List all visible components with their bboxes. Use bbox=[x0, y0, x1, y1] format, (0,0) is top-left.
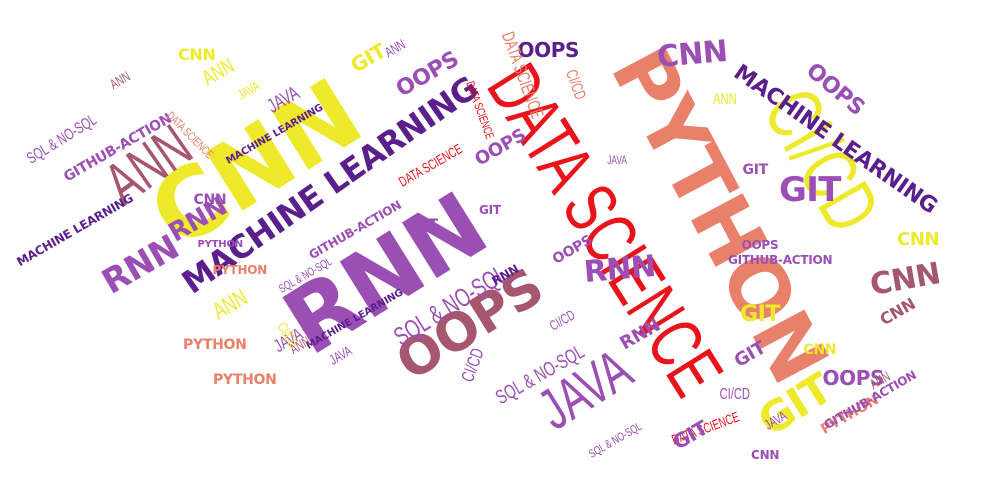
word-48: OOPS bbox=[822, 366, 885, 390]
word-49: PYTHON bbox=[183, 337, 247, 353]
word-13: CNN bbox=[655, 33, 729, 76]
word-78: CNN bbox=[193, 192, 227, 208]
word-18: RNN bbox=[582, 248, 657, 291]
word-39: ANN bbox=[106, 67, 133, 93]
word-77: GIT bbox=[479, 203, 501, 217]
word-47: GIT bbox=[740, 302, 780, 327]
word-52: SQL & NO-SQL bbox=[586, 419, 645, 461]
word-59: CNN bbox=[751, 448, 780, 462]
word-46: GIT bbox=[412, 217, 439, 233]
word-69: CNN bbox=[803, 342, 837, 358]
word-12: GIT bbox=[779, 170, 841, 210]
word-60: OOPS bbox=[741, 238, 779, 252]
word-65: CI/CD bbox=[546, 306, 578, 334]
word-26: PYTHON bbox=[212, 263, 268, 277]
word-70: GIT bbox=[742, 162, 769, 178]
word-20: ANN bbox=[207, 284, 252, 326]
word-57: GITHUB-ACTION bbox=[728, 253, 833, 267]
word-27: PYTHON bbox=[197, 239, 244, 250]
word-64: ANN bbox=[713, 91, 737, 108]
word-29: CNN bbox=[897, 229, 940, 250]
word-63: JAVA bbox=[607, 153, 627, 167]
word-55: CI/CD bbox=[719, 386, 751, 403]
word-17: RNN bbox=[94, 227, 186, 303]
word-66: PYTHON bbox=[213, 372, 277, 388]
word-38: CNN bbox=[178, 45, 216, 64]
word-15: OOPS bbox=[517, 38, 580, 62]
